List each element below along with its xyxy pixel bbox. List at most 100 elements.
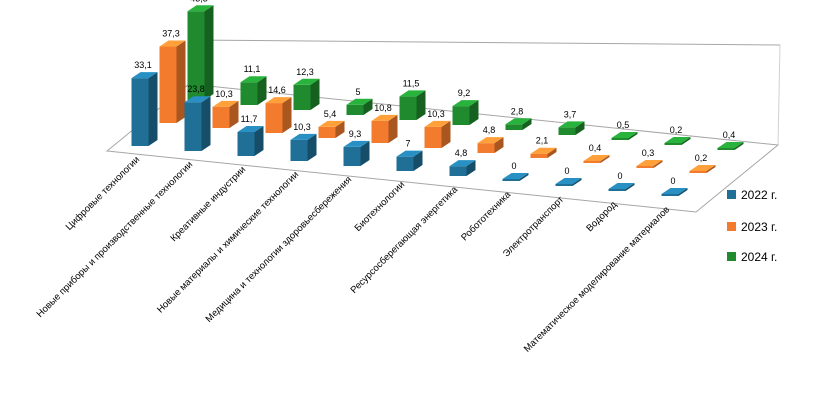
bar-top (293, 78, 320, 85)
bar-3-7 (505, 118, 532, 130)
bar-front (449, 166, 467, 176)
value-label-2-9: 0,4 (589, 143, 602, 153)
bar-top (636, 160, 663, 166)
bar-2-8 (530, 147, 557, 158)
bar-2-3 (265, 97, 292, 133)
bar-top (131, 72, 158, 79)
bar-side (441, 120, 451, 148)
value-label-3-11: 0,4 (723, 130, 736, 140)
value-label-2-11: 0,2 (695, 153, 708, 163)
bar-front (583, 161, 601, 163)
bar-top (265, 97, 292, 104)
category-label-6: Биотехнологии (353, 179, 407, 233)
bar-3-3 (293, 78, 320, 110)
bar-side (547, 147, 557, 158)
bar-1-7 (449, 160, 476, 176)
bar-front (131, 78, 149, 146)
bar-side (413, 150, 423, 171)
bar-3-6 (452, 100, 479, 125)
bar-2-5 (371, 114, 398, 143)
bar-2-6 (424, 120, 451, 148)
bar-top (689, 165, 716, 171)
bar-side (572, 178, 582, 186)
bar-2-7 (477, 137, 504, 153)
category-label-8: Робототехника (459, 189, 513, 243)
bar-front (184, 102, 202, 151)
bar-front (371, 120, 389, 143)
value-label-1-5: 9,3 (349, 129, 362, 139)
bar-top (555, 178, 582, 184)
bar-top (346, 98, 373, 105)
bar-front (717, 148, 735, 150)
chart-bars (131, 5, 744, 196)
bar-1-1 (131, 72, 158, 146)
bar-3-5 (399, 90, 426, 120)
bar-front (689, 171, 707, 173)
bar-3-10 (664, 137, 691, 145)
bar-3-4 (346, 98, 373, 115)
bar-top (424, 120, 451, 127)
bar-front (265, 103, 283, 133)
chart-back-wall-top (188, 39, 781, 46)
bar-side (307, 133, 317, 161)
bar-2-11 (689, 165, 716, 173)
value-label-2-10: 0,3 (642, 148, 655, 158)
bar-front (187, 11, 205, 100)
bar-side (201, 96, 211, 151)
bar-front (212, 106, 230, 128)
bar-2-4 (318, 120, 345, 138)
bar-top (240, 76, 267, 83)
bar-front (290, 139, 308, 161)
bar-side (628, 132, 638, 140)
bar-front (505, 124, 523, 130)
bar-side (522, 118, 532, 130)
bar-side (469, 100, 479, 125)
bar-1-8 (502, 173, 529, 181)
bar-1-3 (237, 126, 264, 156)
bar-side (625, 183, 635, 191)
value-label-1-3: 11,7 (241, 114, 258, 124)
bar-front (555, 184, 573, 186)
bar-top (664, 137, 691, 143)
bar-front (318, 126, 336, 138)
bar-side (360, 140, 370, 166)
bar-side (519, 173, 529, 181)
legend-item-3: 2024 г. (727, 250, 777, 264)
bar-side (282, 97, 292, 133)
bar-front (664, 143, 682, 145)
bar-1-9 (555, 178, 582, 186)
bar-side (254, 126, 264, 156)
bar-front (424, 126, 442, 148)
bar-top (318, 120, 345, 127)
bar-front (477, 143, 495, 153)
bar-side (653, 160, 663, 168)
bar-side (204, 5, 214, 100)
bar-front (396, 156, 414, 171)
bar-top (184, 96, 211, 103)
bar-side (734, 142, 744, 150)
bar-side (229, 100, 239, 128)
legend-item-1: 2022 г. (727, 188, 777, 202)
value-label-3-5: 11,5 (403, 78, 420, 88)
bar-3-2 (240, 76, 267, 105)
legend-swatch (727, 222, 736, 231)
bar-top (477, 137, 504, 144)
value-label-1-7: 4,8 (455, 148, 468, 158)
bar-2-1 (159, 40, 186, 123)
value-label-1-4: 10,3 (293, 122, 311, 132)
legend-label: 2024 г. (741, 250, 777, 264)
legend-label: 2023 г. (741, 220, 777, 234)
value-label-2-6: 10,3 (427, 109, 445, 119)
bar-side (176, 40, 186, 123)
value-label-2-4: 5,4 (324, 109, 337, 119)
value-label-3-1: 43,3 (190, 0, 208, 3)
bar-3-11 (717, 142, 744, 150)
bar-top (661, 188, 688, 194)
bar-side (257, 76, 267, 105)
value-label-3-10: 0,2 (670, 125, 683, 135)
value-label-1-10: 0 (617, 171, 622, 181)
bar-front (346, 104, 364, 115)
bar-top (608, 183, 635, 189)
bar-2-9 (583, 155, 610, 163)
